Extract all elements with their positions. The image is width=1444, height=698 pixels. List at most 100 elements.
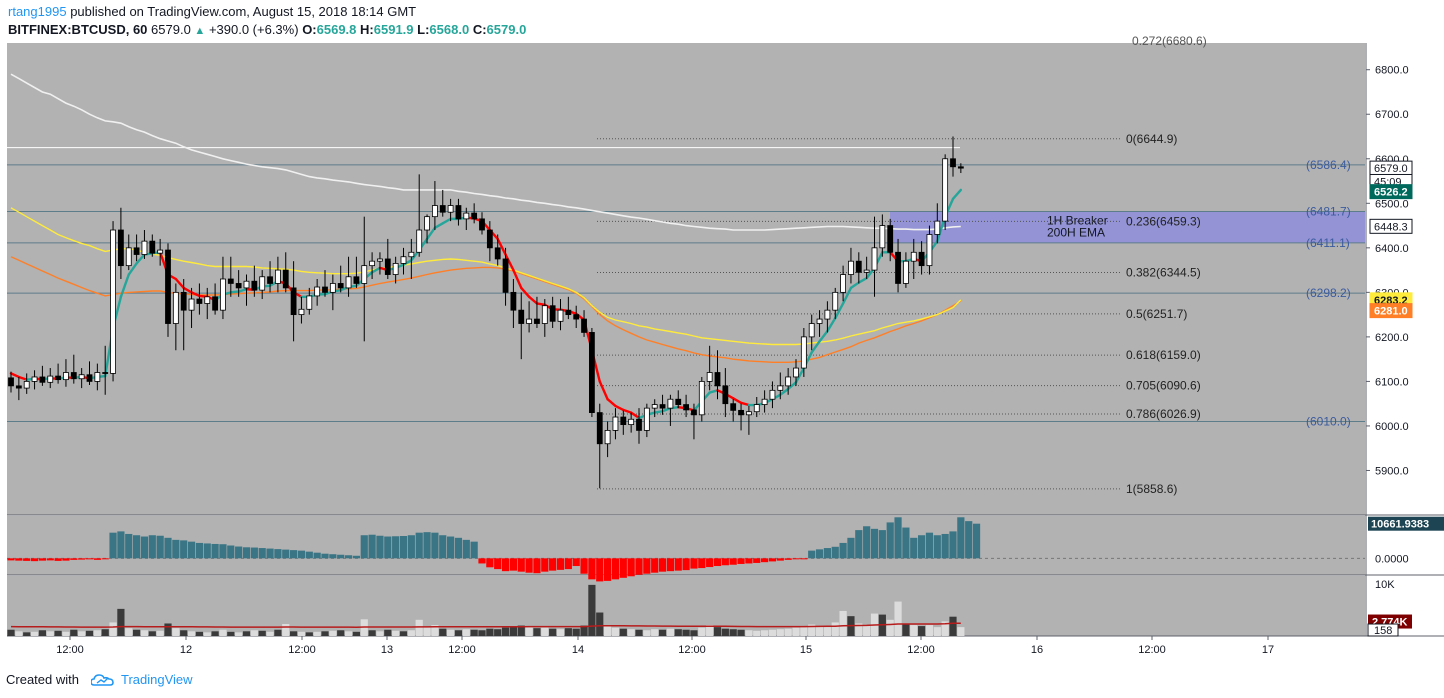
candle-body — [486, 229, 493, 249]
macd-bar — [784, 558, 792, 560]
macd-bar — [658, 558, 667, 572]
macd-bar — [368, 534, 376, 559]
ema-fast-segment — [614, 404, 625, 412]
volume-bar — [596, 612, 604, 636]
volume-bar — [227, 631, 235, 636]
volume-bar — [297, 631, 306, 636]
macd-bar — [423, 532, 431, 559]
candle-body — [377, 258, 383, 262]
volume-bar — [902, 624, 910, 636]
volume-bar — [541, 627, 549, 636]
candle-body — [243, 280, 250, 289]
macd-bar — [164, 537, 172, 559]
candle-body — [322, 286, 328, 293]
macd-bar — [815, 549, 824, 559]
candle-body — [392, 263, 399, 275]
y-tick-label: 6100.0 — [1375, 376, 1409, 388]
fib-label: 0.382(6344.5) — [1126, 266, 1201, 280]
macd-bar — [431, 532, 439, 559]
candle-body — [863, 269, 870, 273]
macd-bar — [486, 558, 494, 568]
macd-bar — [839, 542, 847, 559]
volume-bar — [682, 629, 690, 636]
macd-bar — [297, 550, 306, 559]
cloud-logo-icon — [90, 673, 114, 686]
candle-body — [502, 258, 509, 293]
candle-body — [447, 205, 454, 213]
ema-fast-segment — [135, 253, 146, 265]
candle-body — [455, 205, 462, 220]
candle-body — [651, 404, 658, 409]
macd-bar — [211, 543, 219, 559]
candle-body — [141, 240, 148, 255]
ema-fast-segment — [732, 397, 743, 404]
volume-bar — [148, 631, 156, 636]
tradingview-brand[interactable]: TradingView — [85, 672, 193, 687]
volume-bar — [78, 631, 86, 636]
up-arrow-icon: ▲ — [194, 25, 206, 37]
candle-body — [675, 398, 682, 405]
price-axis — [1366, 43, 1444, 636]
volume-bar — [30, 631, 39, 636]
y-tick-label: 6000.0 — [1375, 421, 1409, 433]
candle-body — [518, 309, 525, 324]
candle-body — [683, 404, 689, 411]
candle-body — [102, 372, 109, 374]
level-label: (6010.0) — [1306, 414, 1351, 428]
high-value: 6591.9 — [373, 22, 414, 37]
candle-body — [15, 385, 22, 389]
candle-body — [63, 372, 69, 381]
volume-bar — [784, 628, 792, 636]
macd-bar — [792, 558, 800, 560]
x-tick-label: 12:00 — [907, 644, 935, 656]
volume-bar — [7, 629, 15, 636]
author-link[interactable]: rtang1995 — [8, 4, 67, 19]
brand-label: TradingView — [120, 672, 193, 687]
volume-last-label: 158 — [1374, 625, 1392, 637]
volume-bar — [604, 625, 612, 636]
volume-bar — [187, 631, 196, 636]
macd-last-label: 10661.9383 — [1371, 519, 1429, 531]
macd-bar — [823, 548, 831, 559]
macd-bar — [148, 535, 156, 559]
macd-bar — [454, 537, 463, 559]
macd-bar — [447, 536, 455, 559]
macd-bar — [894, 517, 902, 559]
ema-fast-segment — [237, 288, 248, 293]
volume-bar — [46, 631, 54, 636]
macd-bar — [415, 532, 423, 559]
macd-bar — [501, 558, 510, 572]
candle-body — [612, 416, 619, 431]
macd-bar — [399, 536, 408, 559]
candle-body — [793, 367, 799, 378]
macd-bar — [407, 535, 415, 559]
candle-body — [282, 269, 289, 289]
fib-label: 0.5(6251.7) — [1126, 307, 1187, 321]
price-change: +390.0 (+6.3%) — [208, 22, 299, 37]
candle-body — [753, 404, 760, 413]
candle-body — [290, 287, 297, 316]
macd-bar — [290, 550, 298, 559]
macd-bar — [70, 558, 78, 560]
macd-bar — [902, 527, 910, 559]
volume-bar — [156, 630, 164, 636]
macd-last-tag — [1368, 516, 1444, 531]
fib-partial-label: 0.272(6680.6) — [1132, 34, 1207, 48]
volume-bar — [203, 632, 211, 636]
macd-bar — [878, 530, 886, 559]
volume-bar — [195, 631, 203, 636]
volume-bar — [643, 630, 651, 636]
breaker-zone — [890, 211, 1365, 243]
ema-fast-segment — [841, 286, 853, 305]
volume-bar — [101, 629, 109, 636]
created-with-label: Created with — [6, 672, 79, 687]
macd-bar — [847, 537, 855, 559]
volume-bar — [564, 628, 572, 636]
macd-bar — [761, 558, 769, 563]
volume-bar — [894, 601, 902, 636]
candle-body — [565, 309, 572, 316]
volume-bar — [109, 622, 117, 636]
macd-bar — [125, 533, 133, 559]
macd-bar — [800, 558, 808, 560]
